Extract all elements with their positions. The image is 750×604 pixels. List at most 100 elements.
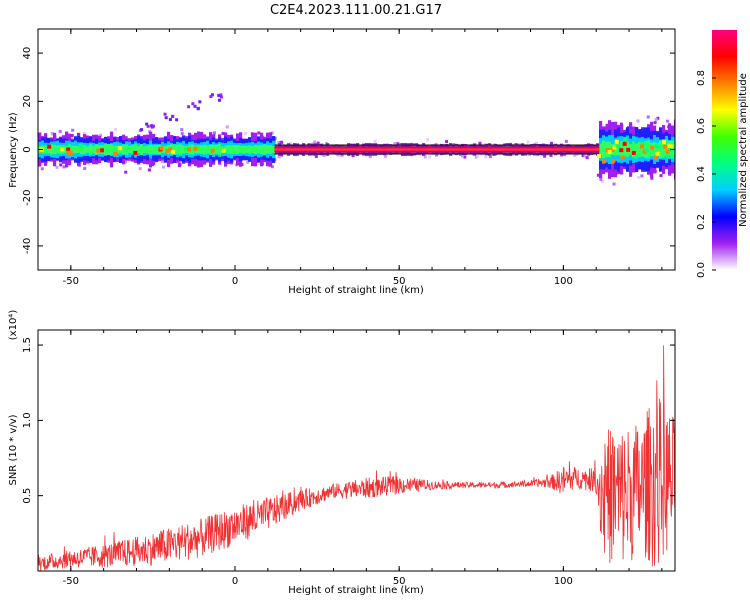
heatmap-cell bbox=[274, 142, 278, 146]
heatmap-cell bbox=[62, 165, 66, 169]
heatmap-feature-cell bbox=[219, 93, 223, 97]
heatmap-hotspot bbox=[616, 144, 621, 149]
heatmap-hotspot bbox=[221, 148, 226, 153]
heatmap-cell bbox=[128, 145, 132, 154]
heatmap-cell bbox=[221, 131, 225, 135]
heatmap-cell bbox=[526, 140, 530, 144]
heatmap-cell bbox=[58, 129, 62, 133]
heatmap-cell bbox=[92, 145, 96, 154]
heatmap-cell bbox=[384, 154, 388, 158]
x-tick-label: 0 bbox=[232, 576, 238, 587]
heatmap-cell bbox=[155, 145, 159, 154]
heatmap-cell bbox=[257, 131, 261, 135]
heatmap-cell bbox=[239, 145, 243, 154]
heatmap-hotspot bbox=[607, 149, 612, 154]
heatmap-cell bbox=[185, 146, 189, 153]
colorbar-label: Normalized spectral amplitude bbox=[738, 73, 749, 227]
heatmap-cell bbox=[313, 140, 317, 144]
heatmap-cell bbox=[236, 145, 240, 154]
heatmap-cell bbox=[478, 141, 482, 145]
heatmap-cell bbox=[71, 145, 75, 154]
heatmap-hotspot bbox=[99, 148, 104, 153]
heatmap-cell bbox=[180, 128, 184, 132]
heatmap-cell bbox=[619, 122, 623, 126]
heatmap-cell bbox=[80, 144, 84, 155]
heatmap-feature-cell bbox=[219, 95, 223, 99]
heatmap-cell bbox=[423, 155, 427, 159]
heatmap-feature-cell bbox=[171, 114, 175, 118]
heatmap-cell bbox=[635, 143, 639, 156]
heatmap-cell bbox=[338, 153, 342, 157]
colorbar-tick-label: 0.8 bbox=[696, 70, 707, 86]
heatmap-cell bbox=[662, 141, 666, 158]
heatmap-cell bbox=[549, 153, 553, 157]
heatmap-cell bbox=[426, 138, 430, 142]
heatmap-cell bbox=[396, 142, 400, 146]
heatmap-hotspot bbox=[622, 141, 627, 146]
heatmap-cell bbox=[266, 145, 270, 154]
heatmap-cell bbox=[650, 176, 654, 180]
heatmap-cell bbox=[176, 144, 180, 155]
heatmap-cell bbox=[77, 145, 81, 154]
x-tick-label: -50 bbox=[63, 276, 79, 287]
y-tick-label: 0.5 bbox=[22, 488, 33, 504]
heatmap-hotspot bbox=[165, 148, 170, 153]
heatmap-cell bbox=[215, 144, 219, 155]
heatmap-cell bbox=[104, 144, 108, 155]
spectrogram-x-label: Height of straight line (km) bbox=[288, 285, 424, 296]
heatmap-hotspot bbox=[619, 148, 624, 153]
spectrogram-y-label: Frequency (Hz) bbox=[8, 112, 19, 188]
heatmap-cell bbox=[596, 173, 600, 177]
heatmap-saturated-core bbox=[274, 148, 600, 151]
heatmap-cell bbox=[251, 145, 255, 154]
heatmap-feature-cell bbox=[150, 124, 154, 128]
heatmap-cell bbox=[646, 115, 650, 119]
heatmap-feature-cell bbox=[196, 107, 200, 111]
heatmap-hotspot bbox=[47, 144, 52, 149]
heatmap-cell bbox=[581, 154, 585, 158]
heatmap-hotspot bbox=[596, 154, 601, 159]
heatmap-hotspot bbox=[159, 146, 164, 151]
heatmap-cell bbox=[322, 153, 326, 157]
heatmap-cell bbox=[55, 165, 59, 169]
x-tick-label: 0 bbox=[232, 276, 238, 287]
heatmap-feature-cell bbox=[193, 104, 197, 108]
heatmap-hotspot bbox=[654, 144, 659, 149]
heatmap-hotspot bbox=[650, 145, 655, 150]
heatmap-cell bbox=[59, 163, 63, 167]
spectrogram-heatmap bbox=[38, 93, 675, 186]
heatmap-cell bbox=[83, 166, 87, 170]
heatmap-hotspot bbox=[614, 139, 619, 144]
heatmap-cell bbox=[583, 154, 587, 158]
heatmap-feature-cell bbox=[163, 112, 167, 116]
heatmap-hotspot bbox=[113, 151, 118, 156]
heatmap-hotspot bbox=[663, 144, 668, 149]
heatmap-hotspot bbox=[667, 147, 672, 152]
heatmap-cell bbox=[528, 153, 532, 157]
heatmap-hotspot bbox=[610, 147, 615, 152]
heatmap-cell bbox=[147, 168, 151, 172]
x-tick-label: 50 bbox=[393, 276, 406, 287]
heatmap-cell bbox=[254, 145, 258, 154]
heatmap-cell bbox=[543, 154, 547, 158]
heatmap-hotspot bbox=[611, 158, 616, 163]
heatmap-cell bbox=[116, 145, 120, 154]
heatmap-hotspot bbox=[640, 142, 645, 147]
heatmap-cell bbox=[373, 139, 377, 143]
heatmap-cell bbox=[39, 162, 43, 166]
heatmap-hotspot bbox=[664, 139, 669, 144]
y-tick-label: 1.5 bbox=[22, 337, 33, 353]
heatmap-cell bbox=[246, 160, 250, 164]
heatmap-hotspot bbox=[666, 154, 671, 159]
heatmap-cell bbox=[179, 144, 183, 155]
heatmap-cell bbox=[563, 153, 567, 157]
heatmap-cell bbox=[488, 155, 492, 159]
heatmap-cell bbox=[460, 154, 464, 158]
heatmap-hotspot bbox=[626, 147, 631, 152]
heatmap-cell bbox=[632, 141, 636, 158]
heatmap-cell bbox=[227, 145, 231, 154]
heatmap-feature-cell bbox=[217, 93, 221, 97]
heatmap-cell bbox=[340, 153, 344, 157]
